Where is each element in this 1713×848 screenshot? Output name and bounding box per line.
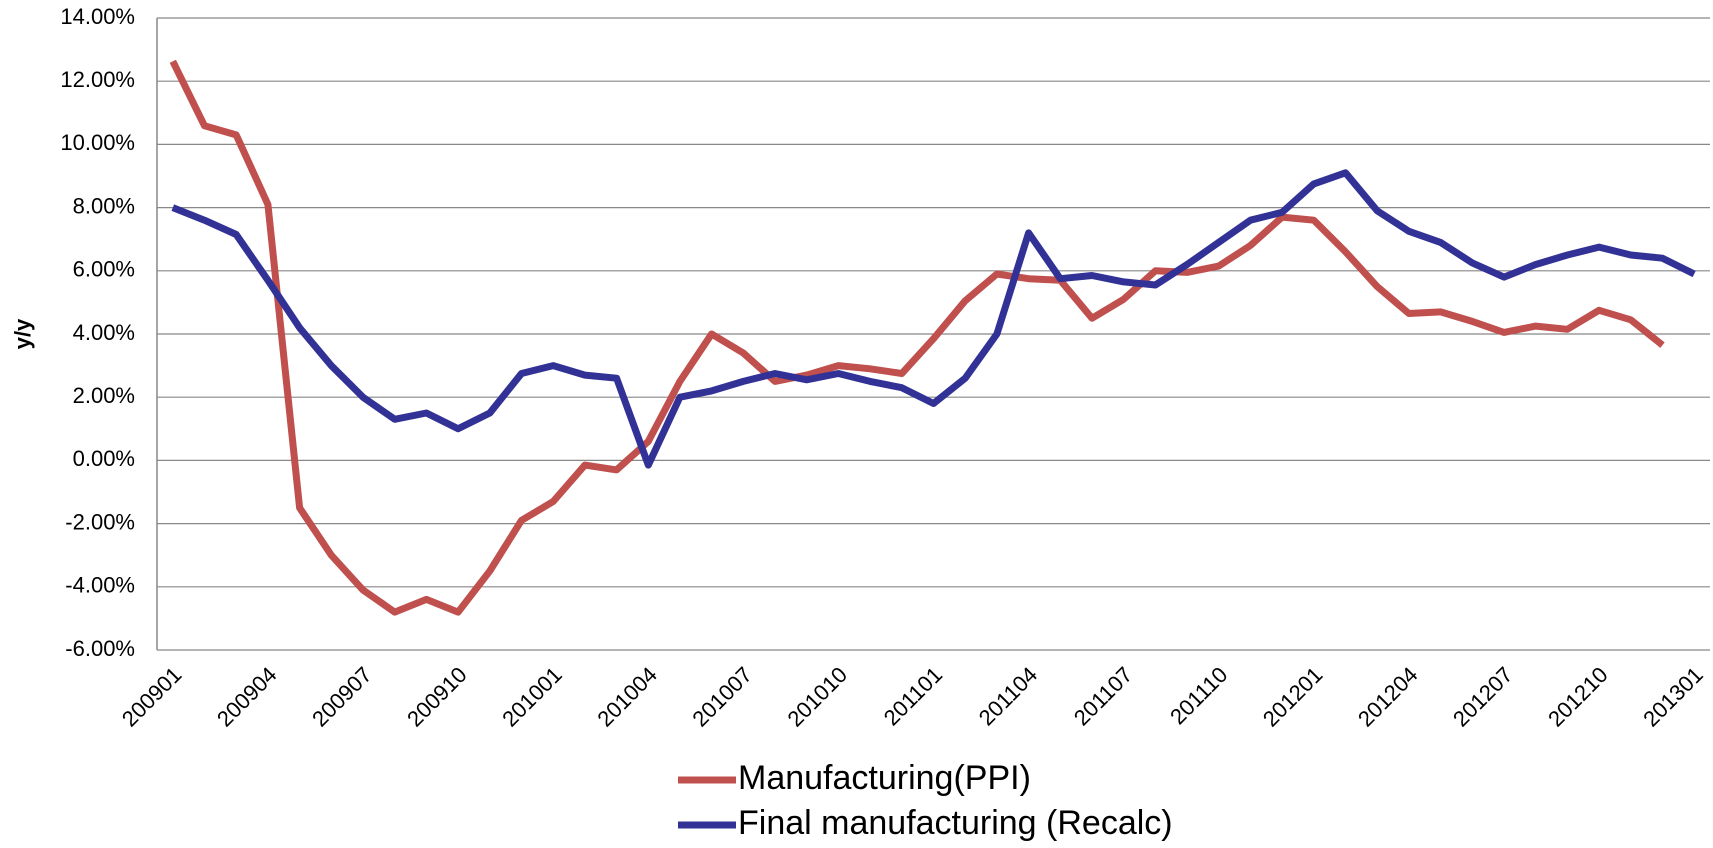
legend-label: Manufacturing(PPI) [738, 759, 1031, 797]
x-tick-label: 200907 [307, 662, 377, 732]
x-tick-label: 201204 [1353, 662, 1423, 732]
x-tick-label: 201007 [687, 662, 757, 732]
series-line [171, 169, 1696, 469]
x-tick-label: 201210 [1543, 662, 1613, 732]
y-tick-label: 2.00% [73, 383, 135, 408]
legend-label: Final manufacturing (Recalc) [738, 804, 1173, 842]
y-tick-label: -2.00% [65, 509, 135, 534]
x-tick-label: 201001 [497, 662, 567, 732]
y-tick-label: 12.00% [60, 67, 135, 92]
x-tick-label: 200910 [402, 662, 472, 732]
y-tick-label: -6.00% [65, 636, 135, 661]
x-tick-label: 201107 [1069, 662, 1137, 730]
y-tick-label: 6.00% [73, 257, 135, 282]
x-tick-label: 201110 [1165, 662, 1232, 729]
x-tick-label: 201101 [879, 662, 947, 730]
y-tick-label: 4.00% [73, 320, 135, 345]
x-tick-label: 201301 [1638, 662, 1708, 732]
y-tick-label: 8.00% [73, 193, 135, 218]
series-line [169, 59, 1665, 616]
x-tick-label: 201201 [1258, 662, 1328, 732]
x-tick-label: 201104 [974, 662, 1042, 730]
x-tick-label: 200901 [117, 662, 187, 732]
x-tick-label: 201010 [782, 662, 852, 732]
y-tick-label: 14.00% [60, 4, 135, 29]
y-tick-label: 10.00% [60, 130, 135, 155]
y-tick-label: 0.00% [73, 446, 135, 471]
x-tick-label: 201207 [1448, 662, 1518, 732]
x-tick-label: 200904 [212, 662, 282, 732]
y-tick-label: -4.00% [65, 573, 135, 598]
y-axis-label: y/y [10, 318, 35, 349]
x-tick-label: 201004 [592, 662, 662, 732]
